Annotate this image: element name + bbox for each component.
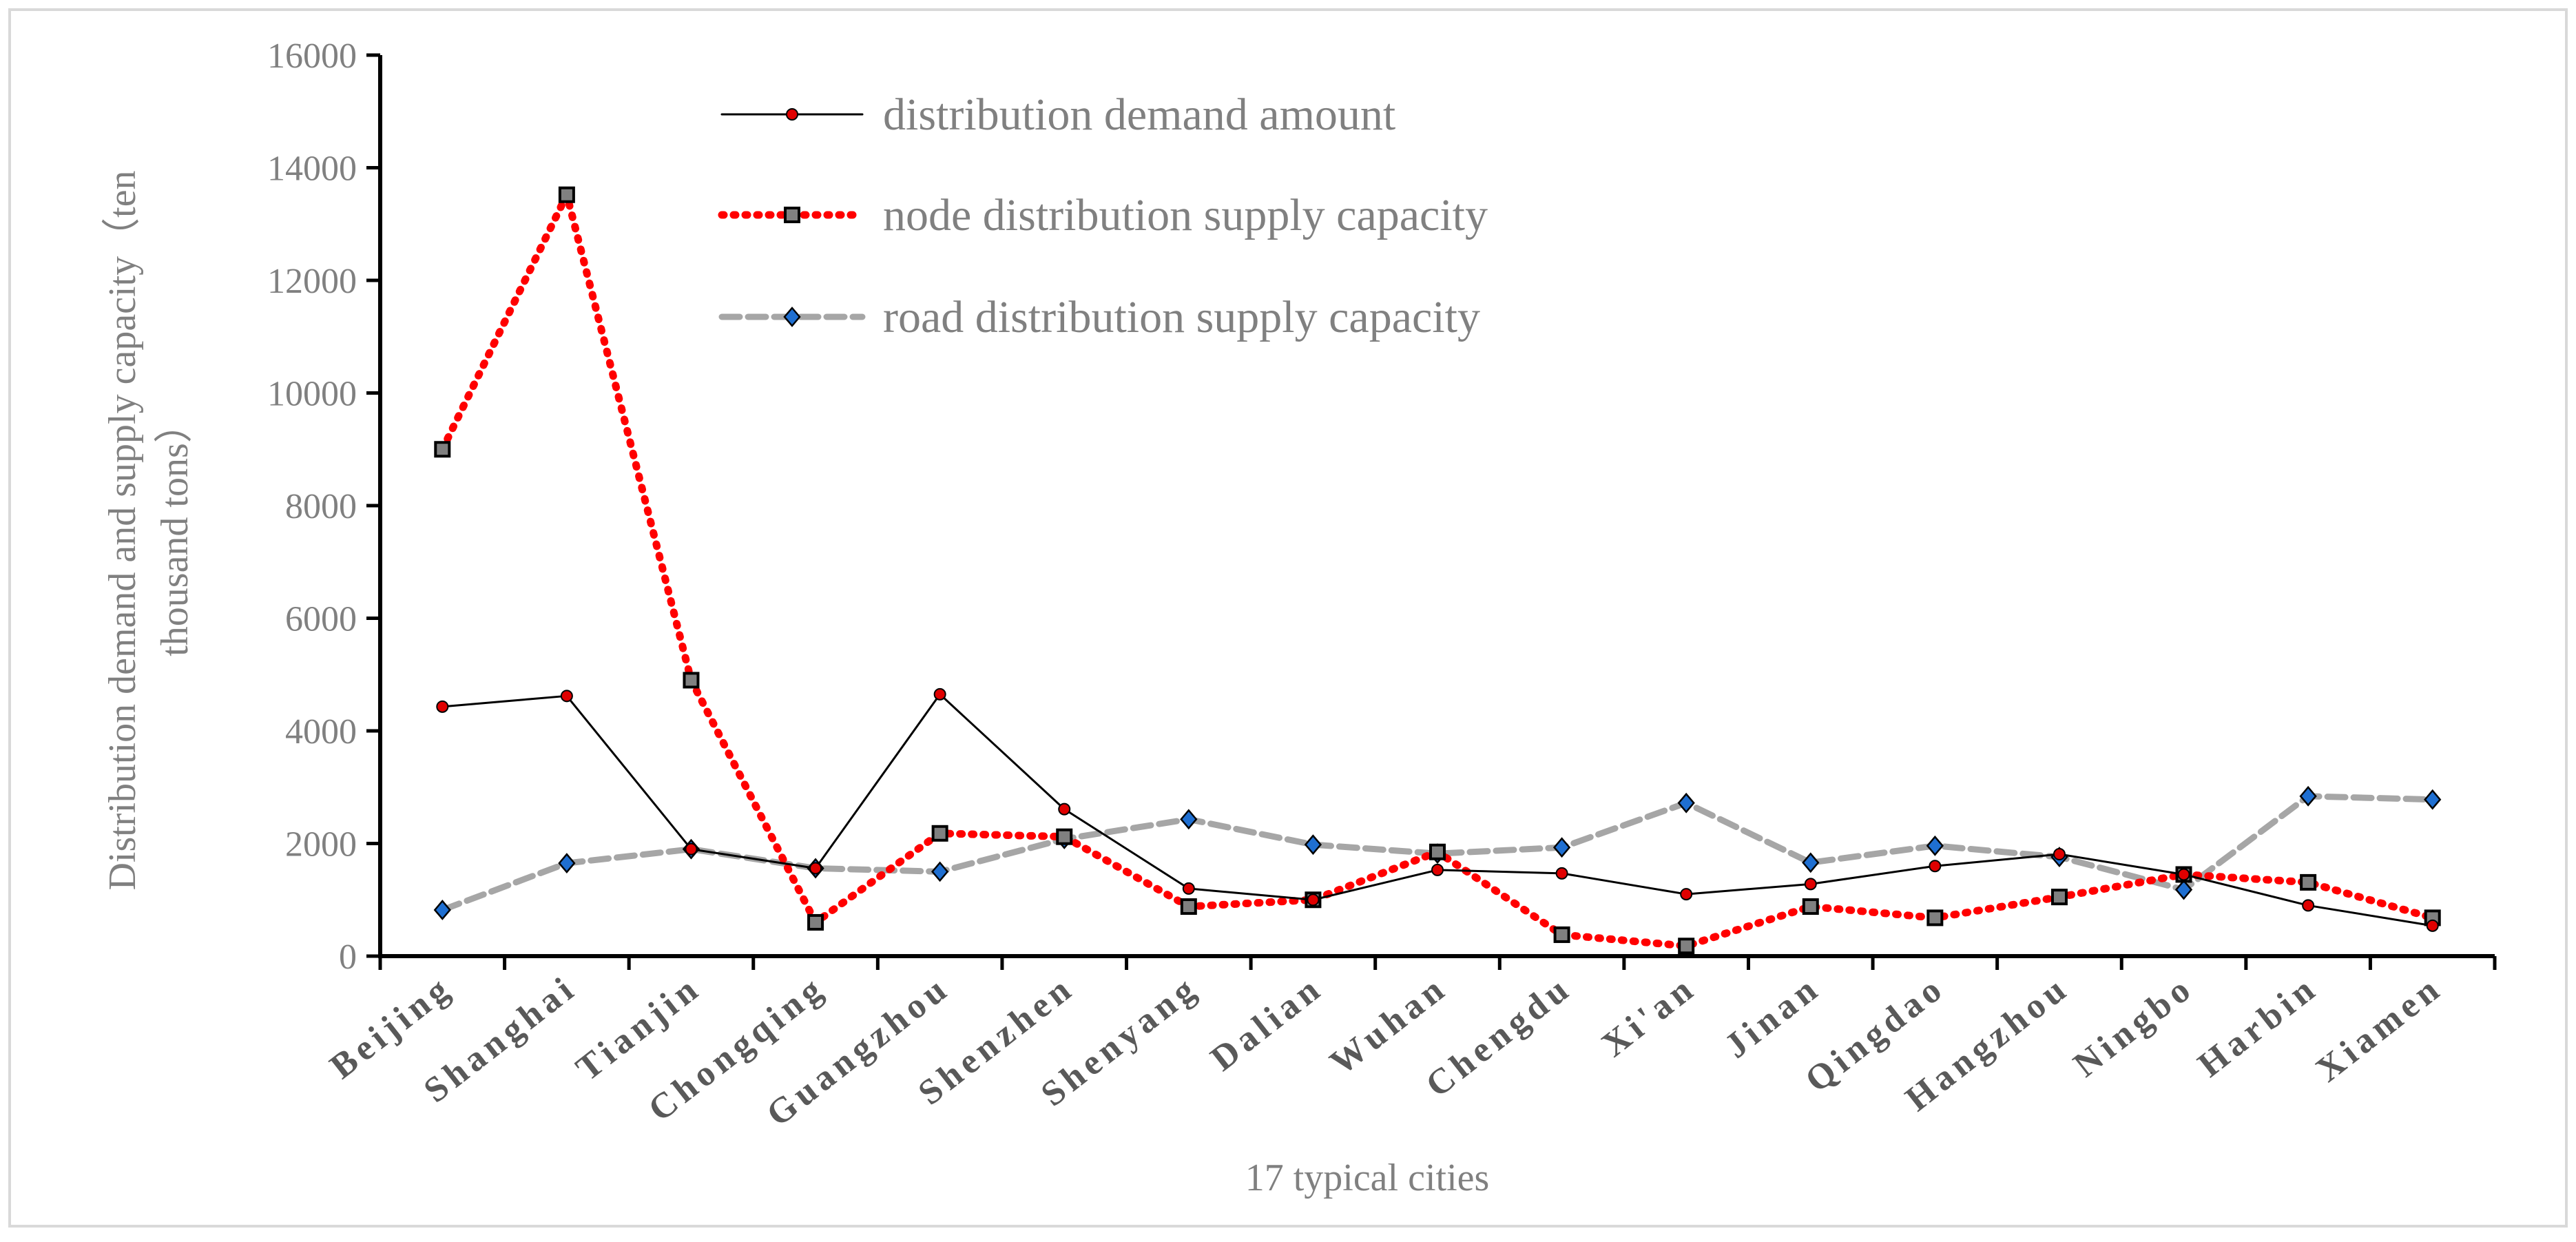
data-point [558,853,576,874]
data-point [1552,837,1571,858]
data-point [2300,873,2317,891]
data-point [1926,909,1944,927]
data-point [2424,789,2442,810]
data-point [1304,834,1322,856]
series-distribution-demand-amount [436,687,2439,932]
data-point [1555,867,1568,880]
data-point [1429,843,1446,860]
data-point [560,690,573,703]
y-tick-label: 0 [339,938,357,977]
legend-item-distribution-demand-amount: distribution demand amount [720,90,1395,140]
data-point [434,441,451,458]
y-tick-label: 16000 [267,37,357,76]
data-point [1926,835,1944,856]
data-point [2053,848,2066,861]
data-point [1056,828,1073,845]
legend-label: road distribution supply capacity [883,292,1480,342]
series-layer [433,186,2442,955]
data-point [807,913,824,931]
y-axis-title-line-1: Distribution demand and supply capacity（… [101,170,144,890]
data-point [2174,879,2193,900]
data-point [1802,898,1819,915]
series-node-distribution-supply-capacity [434,186,2441,955]
data-point [2177,868,2190,881]
chart-border [8,8,2568,1228]
legend-label: distribution demand amount [883,90,1395,140]
data-point [809,862,822,875]
y-axis-title: Distribution demand and supply capacity（… [101,170,196,890]
legend-swatch-marker [784,207,800,223]
data-point [1802,852,1820,873]
legend-item-node-distribution-supply-capacity: node distribution supply capacity [718,190,1488,240]
data-point [1058,803,1071,816]
data-point [931,861,949,882]
legend-swatch-marker [783,307,801,327]
data-point [1431,863,1444,876]
data-point [933,687,946,701]
data-point [2302,899,2315,912]
data-point [1804,878,1817,891]
data-point [1180,809,1198,830]
data-point [433,900,451,920]
data-point [2050,889,2068,906]
y-tick-label: 10000 [267,375,357,414]
data-point [1678,938,1695,955]
data-point [1307,893,1320,907]
y-tick-label: 4000 [285,712,357,752]
data-point [1929,860,1942,873]
legend: distribution demand amount node distribut… [718,90,1488,342]
data-point [1180,898,1197,915]
data-point [1680,888,1693,901]
y-tick-label: 8000 [285,487,357,526]
y-tick-label: 6000 [285,600,357,639]
data-point [931,825,948,842]
data-point [685,842,698,856]
data-point [1182,882,1195,895]
data-point [2299,785,2317,807]
data-point [1677,792,1695,814]
legend-swatch-marker [786,108,798,121]
legend-item-road-distribution-supply-capacity: road distribution supply capacity [718,292,1480,342]
data-point [1553,926,1570,943]
data-point [558,186,575,203]
x-axis-title: 17 typical cities [1245,1157,1490,1199]
data-point [683,672,700,689]
data-point [436,700,449,713]
legend-label: node distribution supply capacity [883,190,1488,240]
y-tick-label: 14000 [267,149,357,189]
y-tick-label: 2000 [285,825,357,865]
axes: 0200040006000800010000120001400016000Bei… [267,37,2497,1135]
y-tick-label: 12000 [267,262,357,301]
y-axis-title-line-2: thousand tons） [154,404,196,656]
data-point [2426,919,2439,932]
